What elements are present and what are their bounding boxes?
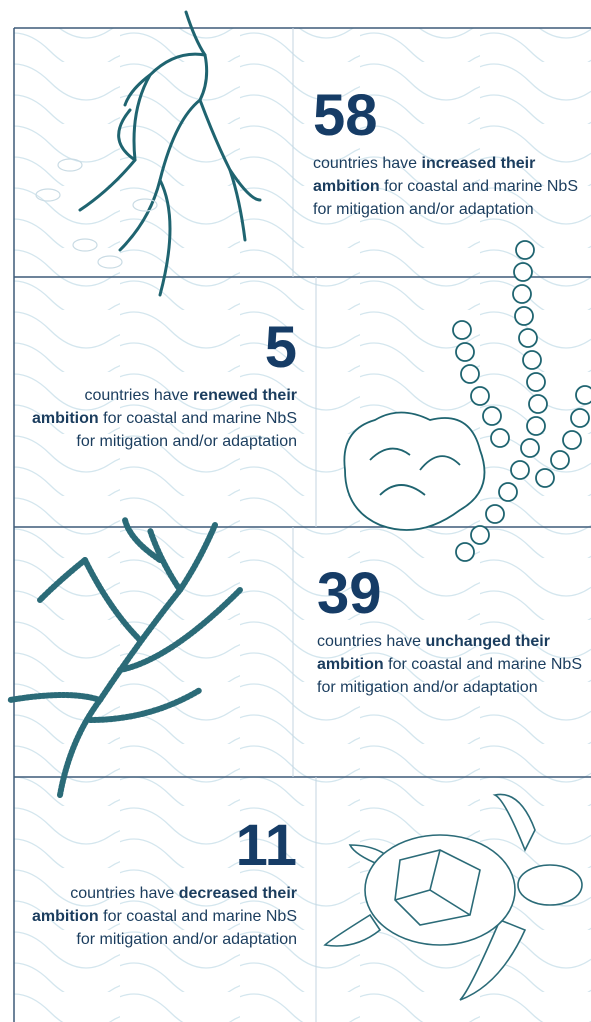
stat-text: countries have increased their ambition … (313, 152, 583, 221)
text: countries have (313, 155, 422, 172)
stat-text: countries have unchanged their ambition … (317, 630, 589, 699)
stat-text: countries have decreased their ambition … (25, 882, 297, 951)
text: for coastal and marine NbS for mitigatio… (76, 410, 297, 450)
infographic: 58 countries have increased their ambiti… (0, 0, 591, 1022)
stat-card: 5 countries have renewed their ambition … (25, 318, 297, 453)
stat-number: 58 (313, 86, 583, 146)
stat-number: 39 (317, 564, 589, 624)
stat-card: 58 countries have increased their ambiti… (313, 86, 583, 221)
stat-number: 5 (25, 318, 297, 378)
text: countries have (70, 885, 179, 902)
stat-card: 39 countries have unchanged their ambiti… (317, 564, 589, 699)
text: countries have (317, 633, 426, 650)
stat-card: 11 countries have decreased their ambiti… (25, 816, 297, 951)
stat-text: countries have renewed their ambition fo… (25, 384, 297, 453)
stat-number: 11 (25, 816, 297, 876)
text: countries have (84, 387, 193, 404)
text: for coastal and marine NbS for mitigatio… (76, 908, 297, 948)
